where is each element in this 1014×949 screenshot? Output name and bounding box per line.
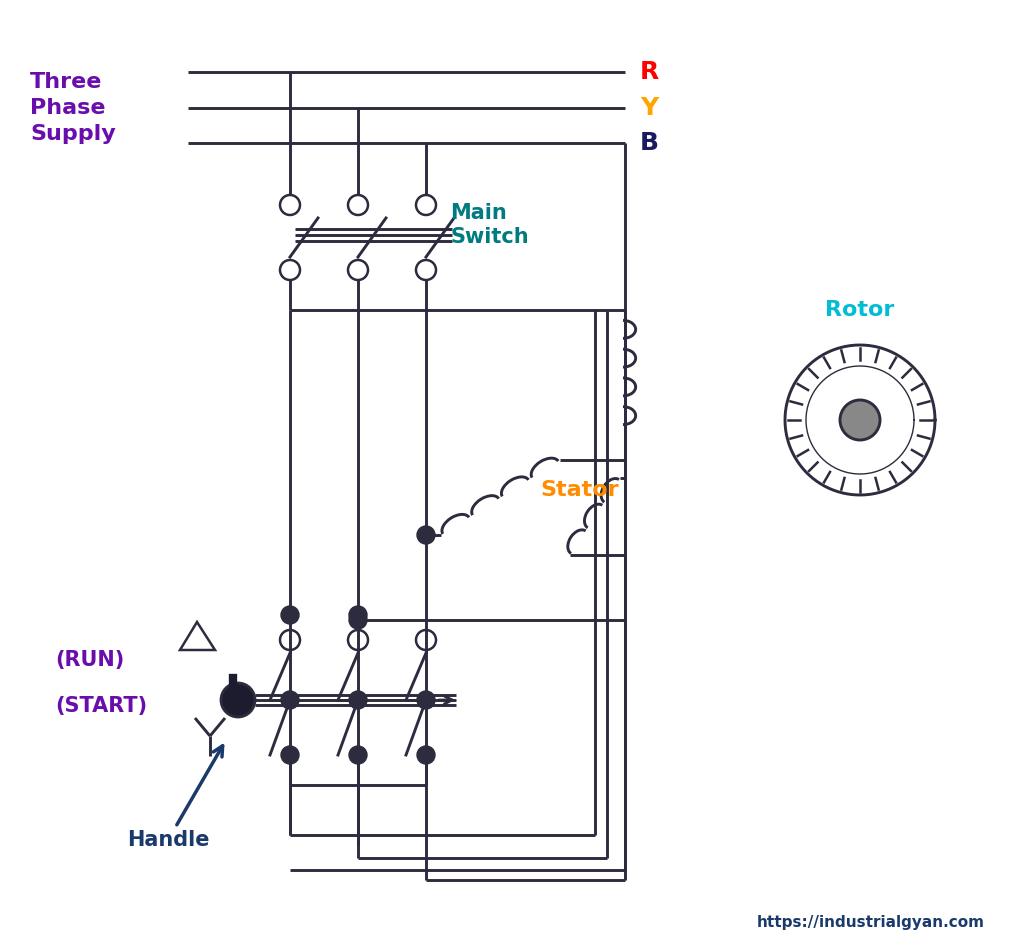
- Circle shape: [349, 746, 367, 764]
- Circle shape: [349, 691, 367, 709]
- Circle shape: [348, 630, 368, 650]
- Circle shape: [281, 606, 299, 624]
- Text: (START): (START): [55, 696, 147, 716]
- Circle shape: [280, 195, 300, 215]
- Circle shape: [417, 746, 435, 764]
- Text: (RUN): (RUN): [55, 650, 125, 670]
- Circle shape: [417, 526, 435, 544]
- Circle shape: [348, 260, 368, 280]
- Circle shape: [280, 630, 300, 650]
- Circle shape: [281, 746, 299, 764]
- Circle shape: [281, 691, 299, 709]
- Circle shape: [280, 260, 300, 280]
- Text: Rotor: Rotor: [825, 300, 894, 320]
- Circle shape: [348, 195, 368, 215]
- Circle shape: [417, 691, 435, 709]
- Text: Three
Phase
Supply: Three Phase Supply: [30, 72, 116, 143]
- Text: R: R: [640, 60, 659, 84]
- Text: Stator: Stator: [540, 480, 619, 500]
- Circle shape: [416, 260, 436, 280]
- Circle shape: [840, 400, 880, 440]
- Circle shape: [349, 606, 367, 624]
- Text: B: B: [640, 131, 659, 155]
- Text: Main
Switch: Main Switch: [450, 202, 528, 248]
- Text: https://industrialgyan.com: https://industrialgyan.com: [757, 915, 985, 930]
- Text: Y: Y: [640, 96, 658, 120]
- Circle shape: [416, 630, 436, 650]
- Circle shape: [416, 195, 436, 215]
- Circle shape: [221, 683, 255, 717]
- Circle shape: [349, 611, 367, 629]
- Text: Handle: Handle: [127, 746, 223, 850]
